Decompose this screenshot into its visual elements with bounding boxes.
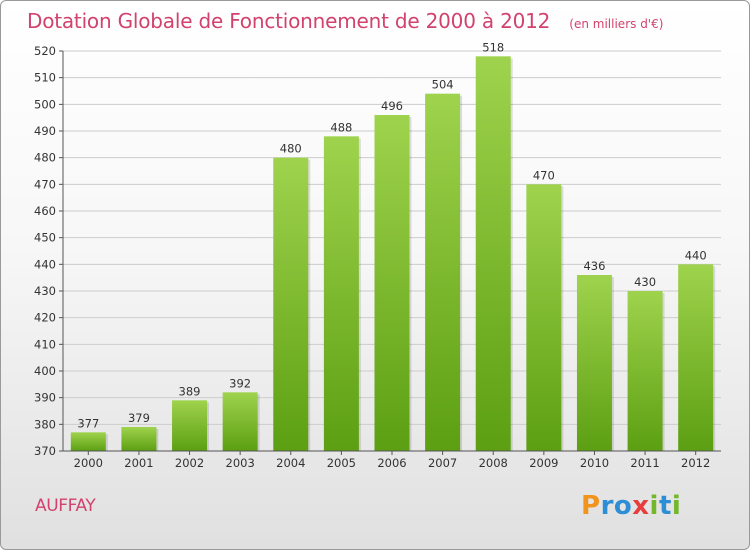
bar	[273, 157, 309, 451]
brand-letter: o	[613, 491, 633, 521]
commune-name: AUFFAY	[35, 496, 96, 516]
title-row: Dotation Globale de Fonctionnement de 20…	[27, 9, 663, 33]
bar	[323, 136, 359, 452]
bar-value-label: 389	[179, 384, 201, 398]
bar-value-label: 488	[330, 120, 352, 134]
x-tick-label: 2010	[580, 456, 609, 470]
x-tick-label: 2012	[681, 456, 710, 470]
bar	[425, 93, 461, 452]
bar-value-label: 496	[381, 99, 403, 113]
axes	[59, 50, 721, 455]
y-tick-label: 460	[34, 204, 56, 218]
y-tick-label: 470	[34, 177, 56, 191]
chart-unit: (en milliers d'€)	[569, 17, 664, 31]
brand-letter: i	[671, 491, 682, 521]
bar-value-label: 504	[432, 78, 454, 92]
bar	[627, 291, 663, 451]
y-tick-label: 390	[34, 391, 56, 405]
y-tick-label: 380	[34, 417, 56, 431]
bar-value-label: 392	[229, 376, 251, 390]
y-tick-label: 430	[34, 284, 56, 298]
y-tick-label: 450	[34, 231, 56, 245]
labels: 370 380 390 400 410 420 430 440 450 460 470 480 490 5…	[34, 40, 710, 470]
bar-value-label: 470	[533, 168, 555, 182]
x-tick-label: 2009	[529, 456, 558, 470]
bar	[374, 115, 410, 451]
brand-letter: x	[632, 491, 650, 521]
y-tick-label: 420	[34, 311, 56, 325]
bar	[576, 275, 612, 451]
bar	[172, 400, 208, 451]
bar-value-label: 480	[280, 142, 302, 156]
bar	[121, 427, 157, 451]
bar-value-label: 518	[482, 40, 504, 54]
brand-letter: i	[649, 491, 659, 521]
x-tick-label: 2007	[428, 456, 457, 470]
x-tick-label: 2001	[124, 456, 153, 470]
x-tick-label: 2006	[377, 456, 406, 470]
y-tick-label: 510	[34, 71, 56, 85]
bar	[222, 392, 258, 451]
x-tick-label: 2011	[630, 456, 659, 470]
y-tick-label: 520	[34, 44, 56, 58]
chart-title: Dotation Globale de Fonctionnement de 20…	[27, 9, 551, 33]
bar-value-label: 377	[77, 416, 99, 430]
x-tick-label: 2003	[226, 456, 255, 470]
x-tick-label: 2002	[175, 456, 204, 470]
brand-letter: P	[581, 491, 601, 521]
x-tick-label: 2005	[327, 456, 356, 470]
bar-value-label: 440	[685, 248, 707, 262]
bar	[678, 264, 714, 451]
y-tick-label: 440	[34, 257, 56, 271]
y-tick-label: 490	[34, 124, 56, 138]
y-tick-label: 370	[34, 444, 56, 458]
bar-value-label: 379	[128, 411, 150, 425]
x-tick-label: 2008	[479, 456, 508, 470]
y-tick-label: 480	[34, 151, 56, 165]
bar	[475, 56, 511, 451]
bar-value-label: 430	[634, 275, 656, 289]
y-tick-label: 400	[34, 364, 56, 378]
brand-letter: r	[600, 491, 614, 521]
y-tick-label: 410	[34, 337, 56, 351]
brand-logo: Proxiti	[581, 491, 681, 521]
brand-letter: t	[658, 491, 672, 521]
bars	[70, 56, 716, 452]
y-tick-label: 500	[34, 97, 56, 111]
bar-value-label: 436	[583, 259, 605, 273]
bar	[526, 184, 562, 452]
x-tick-label: 2000	[74, 456, 103, 470]
x-tick-label: 2004	[276, 456, 305, 470]
bar	[70, 432, 106, 451]
